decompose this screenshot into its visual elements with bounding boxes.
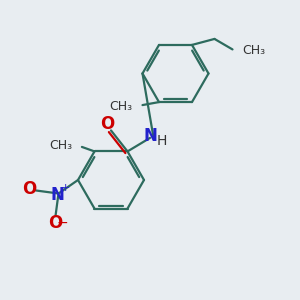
Text: −: − bbox=[56, 216, 68, 230]
Text: O: O bbox=[48, 214, 62, 232]
Text: CH₃: CH₃ bbox=[109, 100, 132, 113]
Text: CH₃: CH₃ bbox=[49, 139, 72, 152]
Text: N: N bbox=[50, 186, 64, 204]
Text: O: O bbox=[100, 115, 115, 133]
Text: O: O bbox=[22, 180, 37, 198]
Text: N: N bbox=[143, 128, 157, 146]
Text: +: + bbox=[60, 183, 70, 194]
Text: H: H bbox=[156, 134, 167, 148]
Text: CH₃: CH₃ bbox=[242, 44, 265, 57]
